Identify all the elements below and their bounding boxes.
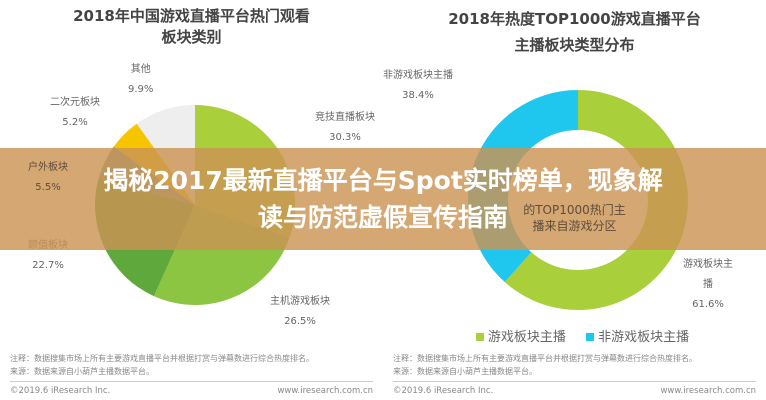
title-line: 主播板块类型分布 <box>514 36 635 54</box>
title-line: 2018年中国游戏直播平台热门观看 <box>73 7 310 25</box>
source: 来源：数据来源自小葫芦主播数据平台。 <box>10 367 154 376</box>
divider <box>393 381 756 382</box>
footer-copyright: ©2019.6 iResearch Inc. <box>10 386 111 396</box>
title-line: 2018年热度TOP1000游戏直播平台 <box>448 10 701 28</box>
headline-line: 读与防范虚假宣传指南 <box>257 203 508 232</box>
footer-copyright: ©2019.6 iResearch Inc. <box>393 386 494 396</box>
label-game: 游戏板块主播 61.6% <box>683 259 733 310</box>
donut-center-text: 的TOP1000热门主 播来自游戏分区 <box>523 203 626 233</box>
label-nongame: 非游戏板块主播 38.4% <box>383 70 453 101</box>
label-jingji: 竞技直播板块 30.3% <box>315 112 375 143</box>
footer-url[interactable]: www.iresearch.com.cn <box>660 386 756 396</box>
note: 注释：数据搜集市场上所有主要游戏直播平台并根据打赏与弹幕数进行综合热度排名。 <box>393 354 697 363</box>
legend-item: 游戏板块主播 <box>487 330 566 345</box>
legend-item: 非游戏板块主播 <box>598 330 690 345</box>
note: 注释：数据搜集市场上所有主要游戏直播平台并根据打赏与弹幕数进行综合热度排名。 <box>10 354 314 363</box>
divider <box>10 381 373 382</box>
legend: 游戏板块主播 非游戏板块主播 <box>383 326 766 345</box>
label-qita: 其他 9.9% <box>128 64 154 95</box>
title-banner <box>0 148 766 250</box>
label-huwai: 户外板块 5.5% <box>28 162 68 193</box>
chart-title: 2018年中国游戏直播平台热门观看 板块类别 <box>0 6 383 48</box>
legend-swatch <box>475 333 484 341</box>
footer-url[interactable]: www.iresearch.com.cn <box>277 386 373 396</box>
label-zhuji: 主机游戏板块 26.5% <box>270 296 330 327</box>
title-line: 板块类别 <box>161 28 222 46</box>
label-erciyuan: 二次元板块 5.2% <box>50 97 100 128</box>
legend-swatch <box>586 333 595 341</box>
headline: 揭秘2017最新直播平台与Spot实时榜单，现象解 读与防范虚假宣传指南 <box>0 162 766 236</box>
chart-title: 2018年热度TOP1000游戏直播平台 主播板块类型分布 <box>383 6 766 58</box>
slice-0 <box>504 90 688 310</box>
headline-line: 揭秘2017最新直播平台与Spot实时榜单，现象解 <box>103 166 663 195</box>
source: 来源：数据来源自小葫芦主播数据平台。 <box>393 367 537 376</box>
